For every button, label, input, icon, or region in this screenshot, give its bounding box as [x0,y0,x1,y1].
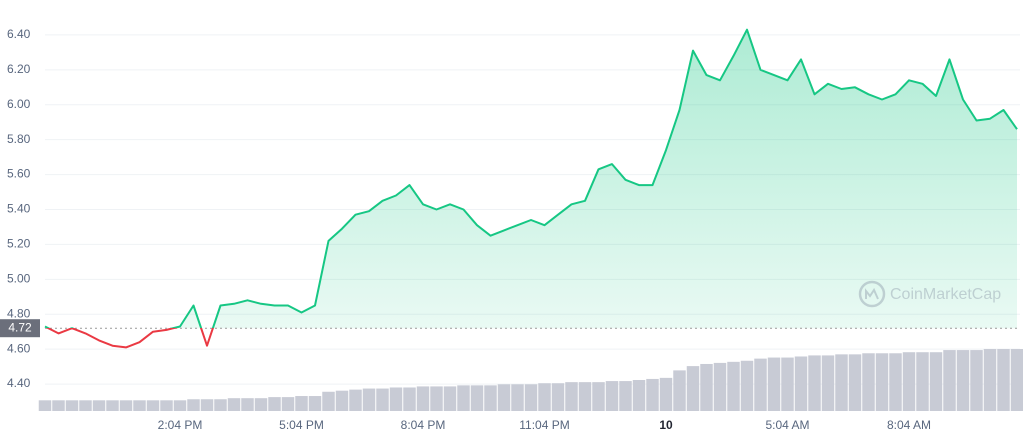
volume-bar [902,352,916,411]
volume-bar [497,384,511,411]
volume-bar [295,396,308,411]
y-tick-label: 6.00 [7,97,31,111]
baseline-label: 4.72 [8,320,32,334]
volume-bar [632,380,646,411]
price-line [44,28,1018,349]
volume-bar [106,400,119,411]
volume-bar [848,354,862,411]
volume-bar [335,390,349,411]
baseline-label-box [0,319,40,338]
volume-bar [200,399,214,411]
volume-bar [187,399,200,411]
volume-bar [308,396,322,411]
volume-bar [740,360,754,411]
watermark: CoinMarketCap [858,280,1001,308]
x-tick-label: 10 [659,418,673,432]
y-tick-label: 5.20 [7,237,31,251]
volume-bar [673,370,686,411]
volume-bar [443,386,457,411]
volume-bar [875,353,889,411]
volume-bar [970,350,983,411]
volume-bar [389,387,403,411]
volume-bar [916,352,929,411]
volume-bar [65,400,79,411]
volume-bar [794,356,808,411]
volume-bar [349,389,362,411]
y-tick-label: 5.40 [7,202,31,216]
y-tick-label: 4.60 [7,341,31,355]
volume-bar [700,363,713,411]
y-tick-label: 4.80 [7,306,31,320]
volume-bar [943,350,956,411]
volume-bar [821,355,835,411]
volume-bar [416,386,430,411]
volume-bar [781,357,794,411]
volume-bar [430,386,443,411]
volume-bar [605,381,619,411]
volume-bar [929,352,943,411]
volume-bar [38,400,52,411]
x-tick-label: 8:04 PM [401,418,446,432]
volume-bar [119,400,133,411]
volume-bar [403,387,416,411]
volume-bar [241,398,254,411]
volume-bar [484,385,497,411]
x-tick-label: 2:04 PM [158,418,203,432]
volume-bar [160,400,173,411]
volume-bar [268,397,281,411]
volume-bar [146,400,160,411]
volume-bar [254,398,268,411]
volume-bar [538,383,551,411]
x-tick-label: 5:04 AM [765,418,809,432]
volume-bar [659,377,673,411]
volume-bar [646,378,659,411]
volume-bar [983,349,997,411]
volume-bar [79,400,92,411]
volume-bar [686,366,700,411]
volume-bar [227,398,241,411]
volume-bar [956,350,970,411]
y-tick-label: 5.60 [7,167,31,181]
volume-bar [173,400,187,411]
y-tick-label: 6.40 [7,27,31,41]
y-tick-label: 6.20 [7,62,31,76]
volume-bar [889,353,902,411]
volume-bar [862,353,875,411]
volume-bar [578,382,592,411]
volume-bar [281,397,295,411]
y-tick-label: 4.40 [7,376,31,390]
volume-bar [592,382,605,411]
volume-bar [727,361,740,411]
volume-bar [835,354,848,411]
watermark-text: CoinMarketCap [890,286,1001,303]
volume-bar [322,391,335,411]
volume-bar [457,385,470,411]
volume-bar [376,388,389,411]
x-tick-label: 11:04 PM [519,418,569,432]
volume-bar [214,399,227,411]
volume-bar [551,383,565,411]
volume-bar [565,382,578,411]
volume-bar [767,357,781,411]
volume-bar [92,400,106,411]
x-tick-label: 8:04 AM [887,418,931,432]
y-tick-label: 5.80 [7,132,31,146]
price-area [45,29,1017,329]
x-tick-label: 5:04 PM [279,418,324,432]
volume-bar [511,384,524,411]
y-tick-label: 5.00 [7,271,31,285]
volume-bar [754,358,767,411]
volume-bar [524,384,538,411]
volume-bar [808,355,821,411]
volume-bar [133,400,146,411]
volume-bar [713,362,727,411]
volume-bar [470,385,484,411]
volume-bar [362,388,376,411]
volume-bar [52,400,65,411]
volume-bar [997,349,1010,411]
volume-bar [619,381,632,411]
volume-bar [1010,349,1023,411]
